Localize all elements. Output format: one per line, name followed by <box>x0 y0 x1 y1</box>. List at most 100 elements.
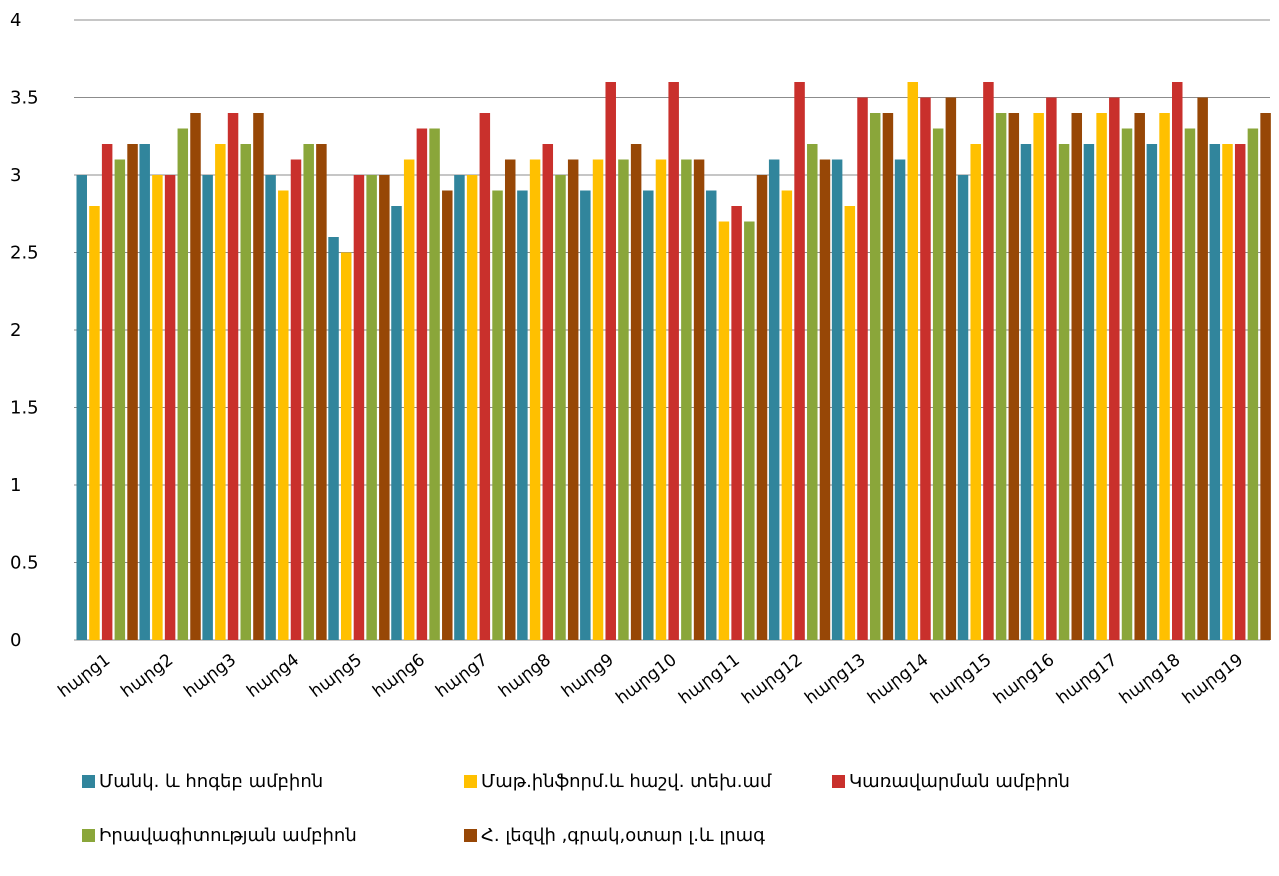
bar <box>76 175 87 640</box>
bar <box>1008 113 1020 640</box>
x-tick-label: հարց12 <box>738 650 806 708</box>
bar <box>957 175 969 640</box>
bar <box>831 159 843 640</box>
bar <box>857 97 868 640</box>
bars <box>76 82 1271 640</box>
bar <box>731 206 742 640</box>
bar <box>1209 144 1221 640</box>
bar <box>705 190 717 640</box>
bar <box>215 144 226 640</box>
bar <box>1109 97 1120 640</box>
legend-label-2: Մաթ.ինֆորմ.և հաշվ. տեխ.ամ <box>481 770 772 792</box>
bar <box>466 175 478 640</box>
bar <box>101 144 113 640</box>
x-tick-label: հարց11 <box>675 650 743 708</box>
x-tick-label: հարց14 <box>864 650 932 708</box>
bar <box>391 206 402 640</box>
bar <box>693 159 705 640</box>
bar <box>681 159 692 640</box>
x-tick-label: հարց8 <box>495 650 555 702</box>
bar <box>945 97 957 640</box>
bar <box>340 252 352 640</box>
bar <box>844 206 856 640</box>
bar <box>429 128 440 640</box>
bar <box>630 144 642 640</box>
bar <box>970 144 981 640</box>
bar <box>504 159 516 640</box>
bar <box>127 144 138 640</box>
bar <box>1222 144 1233 640</box>
bar <box>1197 97 1208 640</box>
x-tick-label: հարց2 <box>117 650 177 702</box>
bar <box>139 144 150 640</box>
bar <box>1058 144 1070 640</box>
legend-item-2: Մաթ.ինֆորմ.և հաշվ. տեխ.ամ <box>464 771 820 792</box>
y-tick-label: 4 <box>10 10 21 31</box>
legend-swatch-2 <box>464 774 477 788</box>
bar <box>379 175 390 640</box>
bar <box>1083 144 1095 640</box>
bar <box>328 237 339 640</box>
bar <box>253 113 264 640</box>
legend-row-1: Մանկ. և հոգեբ ամբիոն Մաթ.ինֆորմ.և հաշվ. … <box>82 768 1232 794</box>
bar <box>152 175 163 640</box>
bar <box>1071 113 1083 640</box>
bar <box>1033 113 1044 640</box>
legend-item-1: Մանկ. և հոգեբ ամբիոն <box>82 771 452 792</box>
bar <box>542 144 554 640</box>
x-tick-label: հարց9 <box>558 650 618 702</box>
y-tick-label: 1 <box>10 475 21 496</box>
bar <box>768 159 780 640</box>
legend-swatch-4 <box>82 828 95 842</box>
bar <box>894 159 906 640</box>
y-tick-label: 1.5 <box>10 398 39 419</box>
bar <box>1260 113 1271 640</box>
legend-label-5: Հ. լեզվի ,գրակ,օտար լ.և լրագ <box>481 824 765 846</box>
y-tick-label: 0.5 <box>10 553 39 574</box>
legend-label-3: Կառավարման ամբիոն <box>849 770 1070 792</box>
bar <box>920 97 931 640</box>
bar <box>89 206 100 640</box>
bar <box>290 159 302 640</box>
legend-item-5: Հ. լեզվի ,գրակ,օտար լ.և լրագ <box>464 825 765 846</box>
bar <box>932 128 944 640</box>
bar <box>1134 113 1145 640</box>
bar <box>807 144 818 640</box>
bar <box>1184 128 1196 640</box>
bar <box>907 82 919 640</box>
bar-chart: 00.511.522.533.54 հարց1 հարց2 հարց3 հարց4 հա… <box>10 10 1271 708</box>
y-tick-label: 2.5 <box>10 243 39 264</box>
bar <box>605 82 616 640</box>
bar <box>529 159 541 640</box>
legend-row-2: Իրավագիտության ամբիոն Հ. լեզվի ,գրակ,օտա… <box>82 822 1232 848</box>
bar <box>995 113 1007 640</box>
bar <box>353 175 365 640</box>
bar <box>190 113 201 640</box>
bar <box>227 113 239 640</box>
bar <box>442 190 453 640</box>
legend-item-3: Կառավարման ամբիոն <box>832 771 1070 792</box>
y-tick-label: 3 <box>10 165 21 186</box>
y-tick-label: 3.5 <box>10 88 39 109</box>
bar <box>567 159 579 640</box>
bar <box>794 82 805 640</box>
bar <box>744 221 755 640</box>
bar <box>555 175 566 640</box>
bar <box>454 175 465 640</box>
x-tick-label: հարց18 <box>1116 650 1184 708</box>
legend-label-4: Իրավագիտության ամբիոն <box>99 824 357 846</box>
bar <box>1159 113 1170 640</box>
bar <box>668 82 679 640</box>
bar <box>479 113 491 640</box>
legend: Մանկ. և հոգեբ ամբիոն Մաթ.ինֆորմ.և հաշվ. … <box>82 768 1232 876</box>
legend-label-1: Մանկ. և հոգեբ ամբիոն <box>99 770 324 792</box>
x-tick-label: հարց15 <box>927 650 995 708</box>
x-tick-label: հարց3 <box>180 650 240 702</box>
legend-swatch-5 <box>464 828 477 842</box>
legend-swatch-1 <box>82 774 95 788</box>
bar <box>1234 144 1246 640</box>
x-tick-label: հարց1 <box>54 650 114 702</box>
y-axis-ticks: 0 0.5 1 1.5 2 2.5 3 3.5 4 <box>10 10 39 651</box>
bar <box>819 159 831 640</box>
bar <box>592 159 604 640</box>
